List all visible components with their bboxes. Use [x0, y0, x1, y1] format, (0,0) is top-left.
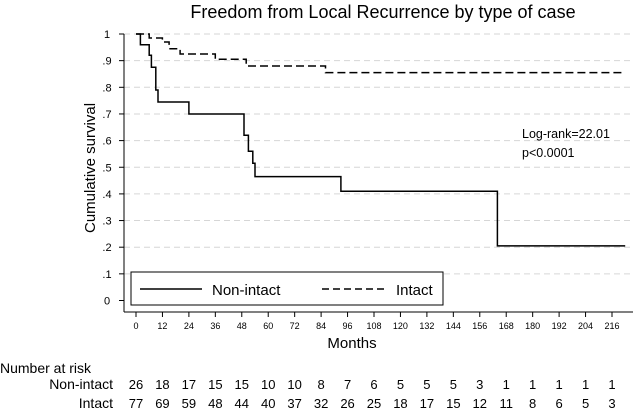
risk-value-0-1: 18 [155, 377, 169, 392]
risk-table-header: Number at risk [0, 360, 92, 376]
x-tick-label-9: 108 [366, 321, 381, 331]
x-tick-label-18: 216 [604, 321, 619, 331]
x-axis-title: Months [327, 335, 376, 352]
risk-value-1-11: 17 [420, 396, 434, 411]
x-tick-label-0: 0 [133, 321, 138, 331]
series-line-non-intact [136, 33, 626, 247]
p-value-annotation: p<0.0001 [522, 146, 575, 160]
risk-value-0-8: 7 [344, 377, 351, 392]
risk-value-1-18: 3 [608, 396, 615, 411]
y-tick-label-9: .9 [102, 56, 111, 68]
x-tick-label-15: 180 [525, 321, 540, 331]
x-tick-label-5: 60 [263, 321, 273, 331]
risk-value-0-17: 1 [582, 377, 589, 392]
x-tick-label-16: 192 [552, 321, 567, 331]
y-tick-label-4: .4 [102, 189, 111, 201]
y-axis-title: Cumulative survival [82, 103, 99, 233]
risk-value-0-14: 1 [503, 377, 510, 392]
x-tick-label-6: 72 [290, 321, 300, 331]
risk-value-0-9: 6 [370, 377, 377, 392]
y-tick-label-7: .7 [102, 109, 111, 121]
risk-value-1-5: 40 [261, 396, 275, 411]
risk-value-1-14: 11 [499, 396, 513, 411]
y-tick-label-10: 1 [104, 29, 110, 41]
x-tick-label-12: 144 [446, 321, 461, 331]
risk-value-0-13: 3 [476, 377, 483, 392]
log-rank-annotation: Log-rank=22.01 [522, 127, 610, 141]
risk-value-0-2: 17 [182, 377, 196, 392]
x-tick-label-17: 204 [578, 321, 593, 331]
risk-value-1-17: 5 [582, 396, 589, 411]
risk-row-label-non-intact: Non-intact [49, 376, 113, 392]
risk-value-1-6: 37 [287, 396, 301, 411]
risk-value-1-1: 69 [155, 396, 169, 411]
risk-value-0-11: 5 [423, 377, 430, 392]
x-tick-label-11: 132 [419, 321, 434, 331]
risk-value-1-10: 18 [393, 396, 407, 411]
legend-label-non-intact: Non-intact [212, 282, 281, 299]
risk-row-label-intact: Intact [79, 395, 113, 411]
y-tick-label-6: .6 [102, 136, 111, 148]
y-tick-label-5: .5 [102, 162, 111, 174]
risk-value-0-15: 1 [529, 377, 536, 392]
risk-value-1-7: 32 [314, 396, 328, 411]
y-tick-label-1: .1 [102, 269, 111, 281]
risk-value-0-10: 5 [397, 377, 404, 392]
risk-value-0-4: 15 [235, 377, 249, 392]
chart-title: Freedom from Local Recurrence by type of… [190, 2, 575, 22]
risk-value-1-8: 26 [340, 396, 354, 411]
risk-value-0-12: 5 [450, 377, 457, 392]
risk-value-0-3: 15 [208, 377, 222, 392]
risk-value-1-13: 12 [473, 396, 487, 411]
x-tick-label-7: 84 [316, 321, 326, 331]
risk-value-0-6: 10 [287, 377, 301, 392]
series-group [136, 33, 626, 247]
risk-table-values: 26 18 17 15 15 10 10 8 7 6 5 5 5 3 1 1 1 1 177 69 59 48 44 40 37… [129, 377, 616, 411]
risk-value-1-2: 59 [182, 396, 196, 411]
legend-label-intact: Intact [396, 282, 434, 299]
y-tick-label-2: .2 [102, 242, 111, 254]
x-tick-label-3: 36 [210, 321, 220, 331]
risk-value-1-9: 25 [367, 396, 381, 411]
risk-value-0-0: 26 [129, 377, 143, 392]
risk-value-1-16: 6 [555, 396, 562, 411]
risk-value-0-5: 10 [261, 377, 275, 392]
risk-value-1-0: 77 [129, 396, 143, 411]
risk-value-0-18: 1 [608, 377, 615, 392]
y-tick-label-0: 0 [104, 296, 110, 308]
x-tick-label-8: 96 [343, 321, 353, 331]
risk-value-1-3: 48 [208, 396, 222, 411]
risk-value-1-12: 15 [446, 396, 460, 411]
y-tick-label-8: .8 [102, 82, 111, 94]
legend-box [130, 271, 444, 306]
legend: Non-intact Intact [130, 271, 444, 306]
x-tick-label-10: 120 [393, 321, 408, 331]
risk-value-1-15: 8 [529, 396, 536, 411]
risk-value-1-4: 44 [235, 396, 249, 411]
x-tick-label-1: 12 [157, 321, 167, 331]
series-line-intact [136, 33, 626, 74]
risk-value-0-16: 1 [555, 377, 562, 392]
risk-value-0-7: 8 [317, 377, 324, 392]
x-tick-label-14: 168 [499, 321, 514, 331]
x-tick-label-2: 24 [184, 321, 194, 331]
x-tick-label-13: 156 [472, 321, 487, 331]
x-tick-label-4: 48 [237, 321, 247, 331]
y-tick-label-3: .3 [102, 216, 111, 228]
x-tick-group: 0 12 24 36 48 60 72 84 96 108 120 132 144 156 168 180 19… [133, 312, 620, 331]
y-tick-group: 0 .1 .2 .3 .4 .5 .6 .7 .8 .9 1 [102, 29, 124, 308]
